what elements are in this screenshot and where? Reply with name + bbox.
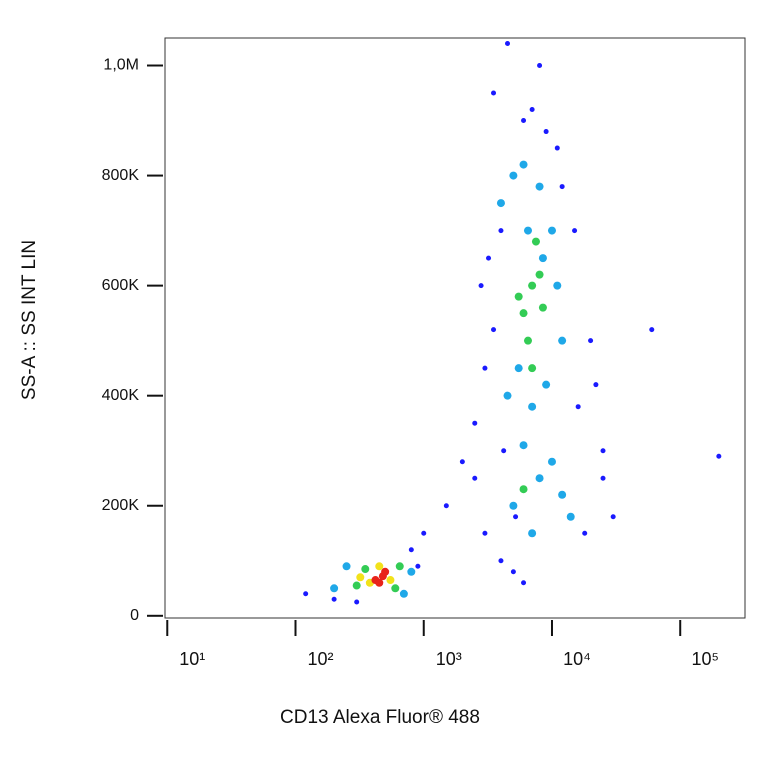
point xyxy=(542,380,551,389)
point xyxy=(566,512,575,521)
y-tick-label: 0 xyxy=(130,607,139,624)
point xyxy=(356,573,365,582)
point xyxy=(391,584,400,593)
point xyxy=(528,529,537,538)
point xyxy=(519,441,528,450)
x-axis-label: CD13 Alexa Fluor® 488 xyxy=(280,707,480,728)
point xyxy=(375,562,384,571)
point xyxy=(386,576,395,585)
point xyxy=(472,475,478,481)
point xyxy=(575,404,581,410)
point xyxy=(503,391,512,400)
point xyxy=(381,567,390,576)
point xyxy=(529,107,535,113)
point xyxy=(496,199,505,208)
point xyxy=(572,228,578,234)
point xyxy=(482,530,488,536)
point xyxy=(531,237,540,246)
point xyxy=(491,90,497,96)
point xyxy=(528,281,537,290)
point xyxy=(361,565,370,574)
point xyxy=(510,569,516,575)
point xyxy=(514,364,523,373)
point xyxy=(528,364,537,373)
y-tick-label: 600K xyxy=(102,277,140,294)
x-tick-label: 10¹ xyxy=(179,649,205,669)
point xyxy=(459,459,465,465)
x-tick-label: 10³ xyxy=(436,649,462,669)
point xyxy=(547,457,556,466)
point xyxy=(649,327,655,333)
point xyxy=(535,182,544,191)
point xyxy=(553,281,562,290)
x-tick-label: 10⁵ xyxy=(691,649,718,669)
point xyxy=(478,283,484,289)
point xyxy=(331,596,337,602)
point xyxy=(513,514,519,520)
y-tick-label: 1,0M xyxy=(103,57,139,74)
point xyxy=(509,171,518,180)
point xyxy=(399,589,408,598)
point xyxy=(582,530,588,536)
point xyxy=(501,448,507,454)
y-tick-label: 800K xyxy=(102,167,140,184)
point xyxy=(443,503,449,509)
point xyxy=(521,580,527,586)
point xyxy=(421,530,427,536)
point xyxy=(523,226,532,235)
point xyxy=(342,562,351,571)
point xyxy=(519,309,528,318)
point xyxy=(354,599,360,605)
point xyxy=(472,420,478,426)
y-tick-label: 400K xyxy=(102,387,140,404)
point xyxy=(505,41,511,47)
point xyxy=(303,591,309,597)
point xyxy=(514,292,523,301)
point xyxy=(610,514,616,520)
point xyxy=(554,145,560,151)
point xyxy=(600,448,606,454)
point xyxy=(716,453,722,459)
point xyxy=(521,118,527,124)
y-axis-label: SS-A :: SS INT LIN xyxy=(19,240,40,400)
point xyxy=(559,184,565,190)
point xyxy=(519,485,528,494)
point xyxy=(523,336,532,345)
point xyxy=(491,327,497,333)
point xyxy=(408,547,414,553)
point xyxy=(537,63,543,69)
point xyxy=(395,562,404,571)
x-tick-label: 10² xyxy=(308,649,334,669)
point xyxy=(498,228,504,234)
point xyxy=(528,402,537,411)
point xyxy=(558,490,567,499)
point xyxy=(509,501,518,510)
point xyxy=(588,338,594,344)
y-tick-label: 200K xyxy=(102,497,140,514)
point xyxy=(415,563,421,569)
point xyxy=(535,474,544,483)
point xyxy=(482,365,488,371)
point xyxy=(330,584,339,593)
point xyxy=(535,270,544,279)
point xyxy=(547,226,556,235)
point xyxy=(352,581,361,590)
plot-frame xyxy=(164,37,746,619)
point xyxy=(407,567,416,576)
point xyxy=(558,336,567,345)
point xyxy=(600,475,606,481)
point xyxy=(486,255,492,261)
point xyxy=(538,254,547,263)
point xyxy=(375,578,384,587)
point xyxy=(538,303,547,312)
x-tick-label: 10⁴ xyxy=(563,649,591,669)
point xyxy=(593,382,599,388)
point xyxy=(519,160,528,169)
point xyxy=(498,558,504,564)
point xyxy=(543,129,549,135)
